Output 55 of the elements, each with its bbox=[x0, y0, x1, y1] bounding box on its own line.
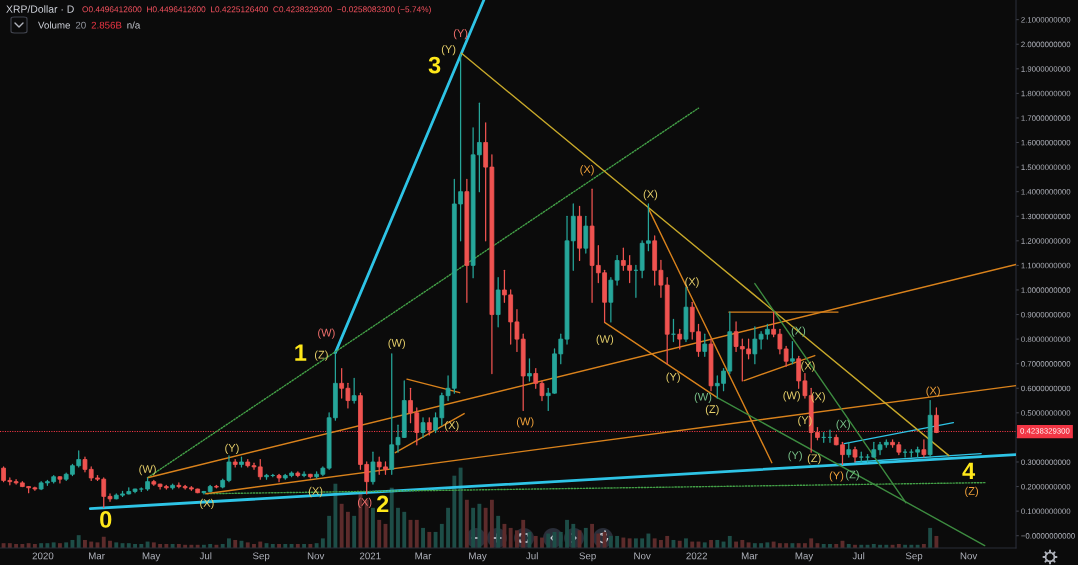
x-tick-label: Sep bbox=[252, 552, 270, 562]
x-tick-label: 2021 bbox=[359, 552, 381, 560]
x-tick-label: Sep bbox=[905, 552, 923, 562]
annotation: (X) bbox=[685, 277, 699, 288]
x-tick-label: Jul bbox=[526, 552, 538, 560]
annotation: (X) bbox=[580, 165, 594, 176]
annotation: 2 bbox=[376, 495, 389, 513]
annotation: (X) bbox=[357, 497, 372, 509]
x-tick-label: May bbox=[469, 552, 487, 562]
annotation: (W) bbox=[694, 392, 712, 403]
annotation: (Y) bbox=[666, 372, 680, 383]
annotation: 3 bbox=[428, 56, 441, 74]
annotation: (W) bbox=[318, 328, 335, 339]
x-tick-label: Nov bbox=[307, 552, 325, 560]
x-tick-label: Nov bbox=[960, 552, 978, 560]
annotation: (Z) bbox=[314, 350, 328, 361]
annotation: (X) bbox=[643, 189, 658, 201]
annotation: (Y) bbox=[829, 471, 844, 482]
annotation: (X) bbox=[801, 361, 815, 372]
annotation: (W) bbox=[596, 334, 614, 346]
x-tick-label: 2022 bbox=[686, 552, 708, 560]
annotation: (X) bbox=[926, 386, 940, 397]
x-tick-label: Mar bbox=[415, 552, 432, 560]
annotation: (X) bbox=[836, 419, 850, 431]
x-tick-label: May bbox=[142, 552, 161, 562]
annotation: (W) bbox=[516, 417, 534, 428]
x-tick-label: 2020 bbox=[32, 552, 54, 560]
annotation: (Z) bbox=[965, 486, 978, 498]
annotation: (Y) bbox=[788, 450, 802, 462]
x-tick-label: May bbox=[795, 552, 814, 562]
chart-title: XRP/Dollar · D bbox=[6, 5, 74, 13]
x-tick-label: Mar bbox=[741, 552, 758, 560]
annotation: (Z) bbox=[705, 404, 719, 416]
annotation: 4 bbox=[962, 462, 976, 479]
annotation: (W) bbox=[388, 338, 405, 350]
x-tick-label: Mar bbox=[89, 552, 105, 560]
x-tick-label: Sep bbox=[579, 552, 596, 562]
annotation: (X) bbox=[445, 420, 459, 432]
annotation: (Z) bbox=[807, 453, 821, 465]
x-tick-label: Nov bbox=[634, 552, 651, 560]
annotation: 0 bbox=[100, 511, 112, 528]
annotation: 20 bbox=[75, 21, 86, 29]
annotation: Volume bbox=[38, 21, 70, 29]
annotation: n/a bbox=[127, 21, 141, 29]
annotation: 2.856B bbox=[91, 21, 122, 29]
annotation: (Y) bbox=[441, 44, 456, 56]
annotation: (Y) bbox=[453, 28, 468, 40]
annotation: (Z) bbox=[846, 470, 859, 481]
annotation: 1 bbox=[295, 344, 307, 361]
x-tick-label: Jul bbox=[852, 552, 865, 560]
annotation: (Y) bbox=[225, 443, 239, 455]
text: O0.4496412600 H0.4496412600 L0.4225126400 C0.4238329300 −0.0258083300 (−5.74%) bbox=[82, 6, 431, 14]
annotation: (W) bbox=[139, 464, 156, 476]
x-tick-label: Jul bbox=[199, 552, 212, 560]
annotation: (W) bbox=[783, 391, 800, 402]
